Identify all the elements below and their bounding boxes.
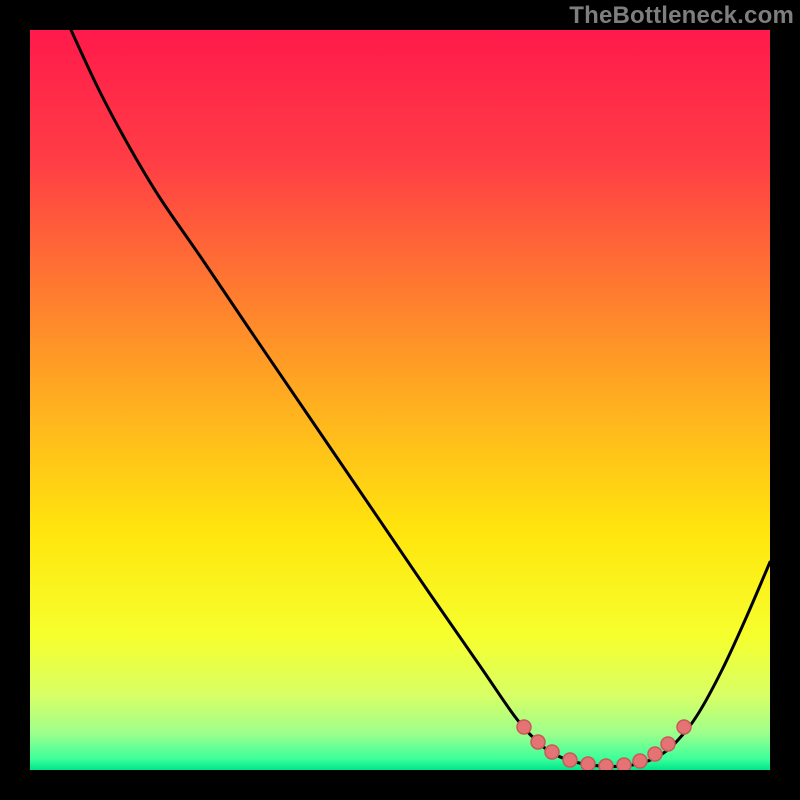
optimal-zone-marker: [661, 737, 675, 751]
optimal-zone-marker: [531, 735, 545, 749]
optimal-zone-marker: [677, 720, 691, 734]
watermark-text: TheBottleneck.com: [569, 2, 794, 30]
chart-frame: TheBottleneck.com: [0, 0, 800, 800]
optimal-zone-marker: [617, 758, 631, 770]
plot-area: [30, 30, 770, 770]
optimal-zone-marker: [599, 759, 613, 770]
optimal-zone-marker: [545, 745, 559, 759]
optimal-zone-marker: [633, 754, 647, 768]
bottleneck-curve: [30, 30, 770, 770]
optimal-zone-marker: [563, 753, 577, 767]
bottleneck-curve-path: [71, 30, 770, 767]
optimal-zone-marker: [648, 747, 662, 761]
optimal-zone-marker: [581, 757, 595, 770]
optimal-zone-marker: [517, 720, 531, 734]
